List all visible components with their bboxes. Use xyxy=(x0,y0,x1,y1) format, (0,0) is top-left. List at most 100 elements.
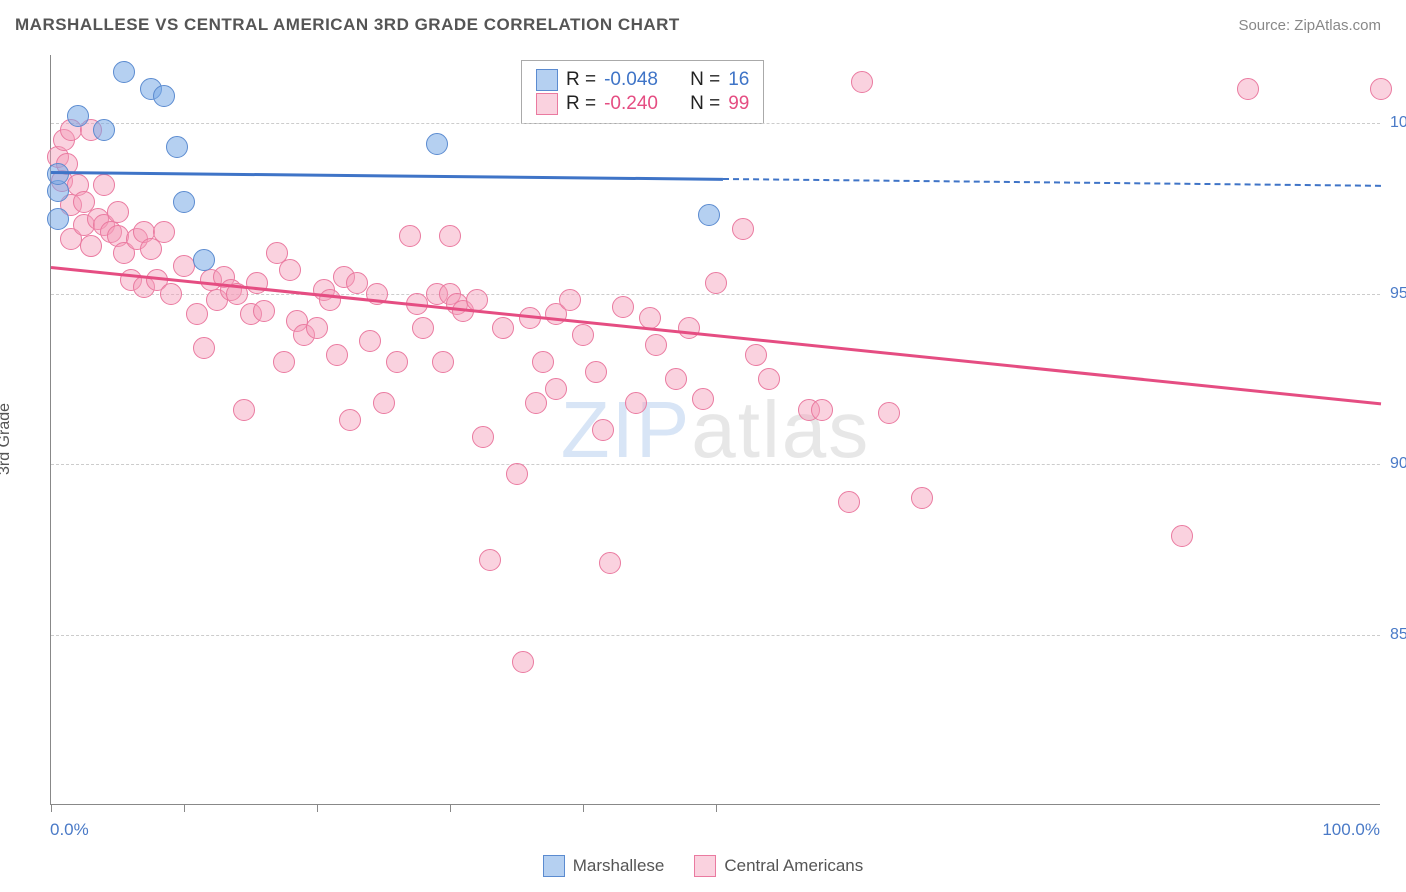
y-tick-label: 95.0% xyxy=(1390,285,1406,303)
stat-r-label-1: R = xyxy=(566,69,596,91)
data-point-central-americans xyxy=(1237,78,1259,100)
data-point-central-americans xyxy=(705,272,727,294)
data-point-central-americans xyxy=(645,334,667,356)
legend: Marshallese Central Americans xyxy=(0,855,1406,877)
data-point-marshallese xyxy=(47,163,69,185)
x-tick xyxy=(450,804,451,812)
correlation-stats-box: R = -0.048 N = 16 R = -0.240 N = 99 xyxy=(521,60,764,124)
stat-r-value-2: -0.240 xyxy=(604,93,674,115)
data-point-central-americans xyxy=(639,307,661,329)
data-point-central-americans xyxy=(665,368,687,390)
grid-line xyxy=(51,464,1380,465)
data-point-central-americans xyxy=(153,221,175,243)
data-point-central-americans xyxy=(346,272,368,294)
y-tick-label: 100.0% xyxy=(1390,114,1406,132)
data-point-central-americans xyxy=(492,317,514,339)
data-point-central-americans xyxy=(386,351,408,373)
data-point-central-americans xyxy=(512,651,534,673)
data-point-central-americans xyxy=(253,300,275,322)
data-point-marshallese xyxy=(93,119,115,141)
data-point-central-americans xyxy=(585,361,607,383)
data-point-central-americans xyxy=(851,71,873,93)
data-point-central-americans xyxy=(838,491,860,513)
data-point-marshallese xyxy=(166,136,188,158)
stat-n-value-2: 99 xyxy=(728,93,749,115)
data-point-central-americans xyxy=(193,337,215,359)
data-point-central-americans xyxy=(306,317,328,339)
stat-n-label-1: N = xyxy=(690,69,720,91)
x-tick xyxy=(184,804,185,812)
legend-swatch-central-americans xyxy=(694,855,716,877)
data-point-central-americans xyxy=(525,392,547,414)
data-point-central-americans xyxy=(80,235,102,257)
data-point-central-americans xyxy=(545,378,567,400)
swatch-central-americans xyxy=(536,93,558,115)
data-point-central-americans xyxy=(572,324,594,346)
legend-swatch-marshallese xyxy=(543,855,565,877)
data-point-central-americans xyxy=(279,259,301,281)
data-point-central-americans xyxy=(246,272,268,294)
data-point-central-americans xyxy=(319,289,341,311)
x-axis-max-label: 100.0% xyxy=(1322,820,1380,840)
data-point-central-americans xyxy=(506,463,528,485)
x-tick xyxy=(716,804,717,812)
legend-item-marshallese: Marshallese xyxy=(543,855,665,877)
stat-n-value-1: 16 xyxy=(728,69,749,91)
stat-n-label-2: N = xyxy=(690,93,720,115)
data-point-marshallese xyxy=(426,133,448,155)
data-point-central-americans xyxy=(439,225,461,247)
data-point-central-americans xyxy=(612,296,634,318)
data-point-marshallese xyxy=(113,61,135,83)
legend-label-marshallese: Marshallese xyxy=(573,856,665,876)
grid-line xyxy=(51,123,1380,124)
stat-r-label-2: R = xyxy=(566,93,596,115)
chart-container: MARSHALLESE VS CENTRAL AMERICAN 3RD GRAD… xyxy=(0,0,1406,892)
data-point-marshallese xyxy=(698,204,720,226)
data-point-central-americans xyxy=(745,344,767,366)
chart-header: MARSHALLESE VS CENTRAL AMERICAN 3RD GRAD… xyxy=(0,0,1406,40)
data-point-central-americans xyxy=(1171,525,1193,547)
stats-row-central-americans: R = -0.240 N = 99 xyxy=(536,93,749,115)
data-point-central-americans xyxy=(233,399,255,421)
data-point-central-americans xyxy=(93,174,115,196)
plot-area: ZIPatlas R = -0.048 N = 16 R = -0.240 N … xyxy=(50,55,1380,805)
data-point-central-americans xyxy=(339,409,361,431)
legend-item-central-americans: Central Americans xyxy=(694,855,863,877)
data-point-central-americans xyxy=(559,289,581,311)
data-point-central-americans xyxy=(599,552,621,574)
data-point-central-americans xyxy=(107,201,129,223)
data-point-central-americans xyxy=(732,218,754,240)
data-point-central-americans xyxy=(811,399,833,421)
data-point-central-americans xyxy=(692,388,714,410)
legend-label-central-americans: Central Americans xyxy=(724,856,863,876)
trend-line xyxy=(51,171,723,180)
data-point-central-americans xyxy=(472,426,494,448)
data-point-central-americans xyxy=(592,419,614,441)
data-point-marshallese xyxy=(67,105,89,127)
data-point-marshallese xyxy=(153,85,175,107)
data-point-central-americans xyxy=(359,330,381,352)
data-point-central-americans xyxy=(173,255,195,277)
data-point-central-americans xyxy=(625,392,647,414)
data-point-central-americans xyxy=(373,392,395,414)
data-point-central-americans xyxy=(326,344,348,366)
data-point-central-americans xyxy=(432,351,454,373)
data-point-central-americans xyxy=(678,317,700,339)
data-point-central-americans xyxy=(758,368,780,390)
stats-row-marshallese: R = -0.048 N = 16 xyxy=(536,69,749,91)
x-axis-min-label: 0.0% xyxy=(50,820,89,840)
data-point-central-americans xyxy=(479,549,501,571)
data-point-marshallese xyxy=(47,208,69,230)
data-point-central-americans xyxy=(273,351,295,373)
trend-line xyxy=(723,178,1381,187)
data-point-central-americans xyxy=(160,283,182,305)
data-point-marshallese xyxy=(193,249,215,271)
data-point-marshallese xyxy=(173,191,195,213)
x-tick xyxy=(583,804,584,812)
x-tick xyxy=(51,804,52,812)
data-point-central-americans xyxy=(186,303,208,325)
y-axis-title: 3rd Grade xyxy=(0,403,14,475)
y-tick-label: 90.0% xyxy=(1390,455,1406,473)
data-point-central-americans xyxy=(878,402,900,424)
data-point-central-americans xyxy=(911,487,933,509)
